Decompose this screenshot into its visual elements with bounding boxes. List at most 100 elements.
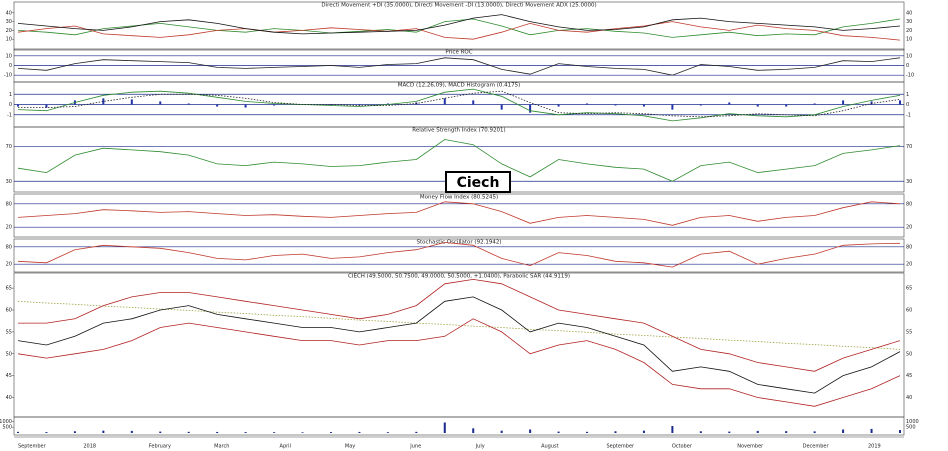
x-tick-label: March [214, 444, 229, 450]
bar [216, 431, 219, 433]
y-tick-label: 20 [906, 225, 912, 231]
y-tick-label: 45 [906, 373, 912, 379]
x-tick-label: May [345, 444, 355, 450]
y-tick-label: 80 [906, 201, 912, 207]
y-tick-label: -10 [4, 73, 12, 79]
y-tick-label: 30 [906, 19, 912, 25]
y-tick-label: 20 [906, 28, 912, 34]
y-tick-label: 10 [906, 37, 912, 43]
panel-title: Stochastic Oscillator (92.1942) [417, 240, 502, 246]
y-tick-label: 20 [6, 28, 12, 34]
y-tick-label: 1 [906, 92, 909, 98]
bar [699, 104, 702, 106]
bar [45, 432, 48, 433]
x-tick-label: August [541, 444, 559, 450]
bar [443, 98, 446, 105]
x-tick-label: July [475, 444, 485, 450]
series-line [17, 296, 901, 394]
y-tick-label: 20 [6, 225, 12, 231]
y-tick-label: 0 [9, 63, 12, 69]
y-tick-label: 10 [6, 53, 12, 59]
series-line [18, 90, 901, 118]
y-tick-label: 80 [906, 244, 912, 250]
bar [329, 432, 332, 433]
y-tick-label: 40 [906, 10, 912, 16]
bar [529, 104, 532, 113]
bar [102, 430, 105, 433]
panel-title: Directi Movement +DI (35.0000), Directi … [321, 3, 596, 9]
y-tick-label: 1000 [906, 419, 919, 425]
series-line [18, 278, 901, 372]
y-tick-label: 30 [6, 19, 12, 25]
bar [73, 431, 76, 433]
bar [842, 429, 845, 433]
bar [642, 430, 645, 433]
bar [301, 432, 304, 433]
y-tick-label: 40 [6, 10, 12, 16]
bar [699, 431, 702, 433]
panel-title: Money Flow Index (80.5245) [420, 195, 498, 201]
bar [45, 104, 48, 108]
y-tick-label: 80 [6, 244, 12, 250]
bar [785, 431, 788, 433]
bar [870, 428, 873, 433]
bar [728, 102, 731, 105]
y-tick-label: 50 [906, 351, 912, 357]
bar [386, 103, 389, 105]
y-tick-label: 10 [906, 53, 912, 59]
bar [756, 104, 759, 107]
bar [358, 431, 361, 433]
panel-frame [13, 416, 905, 436]
bar [500, 104, 503, 110]
bar [358, 104, 361, 106]
bar [671, 104, 674, 110]
bar [899, 430, 901, 433]
y-tick-label: -1 [7, 112, 12, 118]
logo-box [445, 171, 511, 193]
bar [17, 104, 19, 107]
panel-title: Price ROC [445, 50, 472, 56]
x-tick-label: September [606, 444, 635, 450]
bar [443, 422, 446, 433]
bar [244, 104, 247, 108]
x-tick-label: 2019 [868, 444, 881, 450]
y-tick-label: 70 [906, 144, 912, 150]
bar [899, 100, 901, 105]
series-line [17, 57, 901, 76]
y-tick-label: 30 [6, 179, 12, 185]
y-tick-label: 65 [906, 286, 912, 292]
series-line [17, 88, 901, 122]
x-tick-label: October [672, 444, 693, 450]
bar [386, 432, 389, 433]
bar [216, 104, 219, 107]
y-tick-label: 65 [6, 286, 12, 292]
bar [472, 100, 475, 105]
y-tick-label: 40 [906, 395, 912, 401]
logo: Ciech [457, 175, 500, 191]
x-tick-label: 2018 [83, 444, 96, 450]
y-tick-label: 80 [6, 201, 12, 207]
bar [130, 430, 133, 433]
panel-frame [13, 1, 905, 51]
y-tick-label: 20 [906, 262, 912, 268]
y-tick-label: 0 [9, 102, 12, 108]
y-tick-label: 20 [6, 262, 12, 268]
series-line [17, 14, 901, 35]
bar [586, 431, 589, 433]
bar [159, 431, 162, 433]
bar [472, 428, 475, 433]
series-line [17, 241, 901, 268]
bar [870, 101, 873, 105]
bar [614, 104, 617, 106]
bar [813, 431, 816, 433]
bar [159, 101, 162, 105]
bar [17, 431, 19, 433]
y-tick-label: 1 [9, 92, 12, 98]
y-tick-label: 60 [906, 308, 912, 314]
y-tick-label: 60 [6, 308, 12, 314]
bar [557, 104, 560, 107]
y-tick-label: 10 [6, 37, 12, 43]
bar [102, 98, 105, 105]
y-tick-label: 70 [6, 144, 12, 150]
